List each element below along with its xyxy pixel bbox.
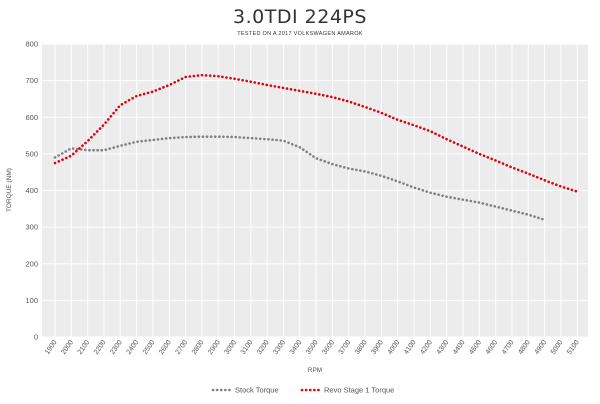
legend: Stock Torque Revo Stage 1 Torque: [211, 386, 394, 395]
x-tick-label: 3600: [321, 339, 336, 356]
y-tick-label: 0: [34, 333, 38, 342]
x-tick-label: 3700: [338, 339, 353, 356]
x-tick-label: 4200: [419, 339, 434, 356]
y-tick-label: 300: [25, 223, 38, 232]
x-tick-label: 4100: [403, 339, 418, 356]
x-tick-label: 4800: [517, 339, 532, 356]
x-tick-label: 2100: [77, 339, 92, 356]
x-tick-label: 4400: [452, 339, 467, 356]
x-tick-label: 2700: [175, 339, 190, 356]
x-axis-ticks: 1900 2000 2100 2200 2300 2400 2500 2600 2700 2800…: [44, 339, 581, 356]
y-tick-label: 600: [25, 113, 38, 122]
x-tick-label: 3100: [240, 339, 255, 356]
legend-label: Stock Torque: [235, 386, 279, 395]
x-tick-label: 4900: [534, 339, 549, 356]
x-tick-label: 5100: [566, 339, 581, 356]
x-tick-label: 3400: [289, 339, 304, 356]
x-tick-label: 2200: [93, 339, 108, 356]
x-tick-label: 1900: [44, 339, 59, 356]
x-tick-label: 4600: [485, 339, 500, 356]
series-line-1: [53, 73, 579, 193]
y-tick-label: 100: [25, 296, 38, 305]
x-tick-label: 5000: [550, 339, 565, 356]
grid: [42, 43, 588, 338]
y-tick-label: 800: [25, 40, 38, 49]
x-tick-label: 4300: [436, 339, 451, 356]
y-tick-label: 200: [25, 259, 38, 268]
x-tick-label: 3200: [256, 339, 271, 356]
y-tick-label: 700: [25, 76, 38, 85]
x-axis-label: RPM: [308, 367, 322, 374]
x-tick-label: 2900: [207, 339, 222, 356]
x-tick-label: 2500: [142, 339, 157, 356]
x-tick-label: 3500: [305, 339, 320, 356]
series: [53, 73, 579, 222]
x-tick-label: 4500: [468, 339, 483, 356]
x-tick-label: 2000: [60, 339, 75, 356]
x-tick-label: 3900: [370, 339, 385, 356]
x-tick-label: 3300: [272, 339, 287, 356]
x-tick-label: 3800: [354, 339, 369, 356]
series-line-0: [53, 135, 546, 222]
y-tick-label: 400: [25, 186, 38, 195]
y-tick-label: 500: [25, 149, 38, 158]
x-tick-label: 4000: [387, 339, 402, 356]
x-tick-label: 2800: [191, 339, 206, 356]
x-tick-label: 3000: [223, 339, 238, 356]
y-axis-ticks: 0 100 200 300 400 500 600 700 800: [25, 40, 38, 342]
x-tick-label: 2400: [126, 339, 141, 356]
x-tick-label: 4700: [501, 339, 516, 356]
chart-title: 3.0TDI 224PS: [233, 6, 367, 28]
y-axis-label: TORQUE (NM): [6, 168, 13, 212]
x-tick-label: 2600: [158, 339, 173, 356]
chart-subtitle: TESTED ON A 2017 VOLKSWAGEN AMAROK: [237, 31, 363, 37]
x-tick-label: 2300: [109, 339, 124, 356]
legend-label: Revo Stage 1 Torque: [324, 386, 394, 395]
